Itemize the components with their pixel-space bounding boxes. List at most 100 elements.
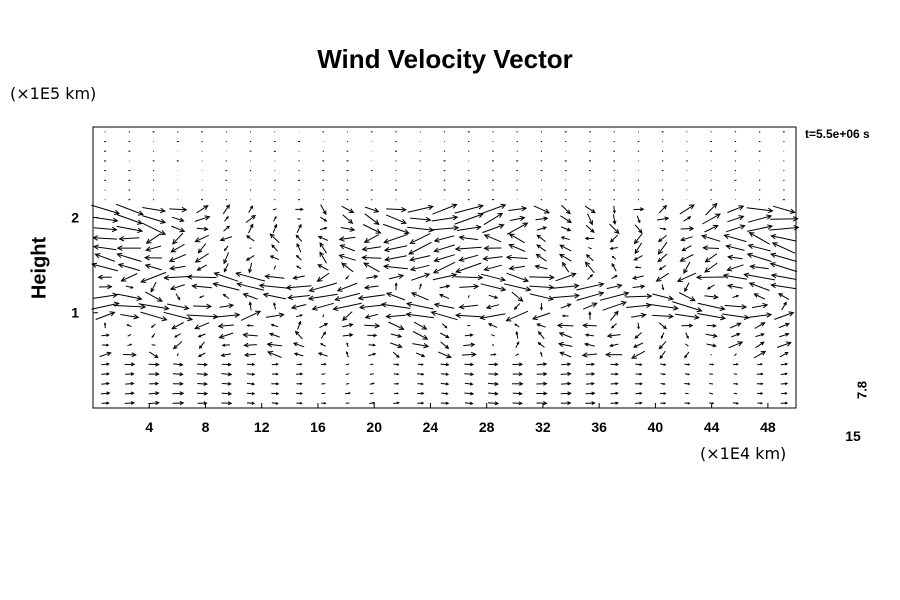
vector-arrow (613, 214, 616, 224)
vector-arrow (709, 383, 714, 385)
vector-arrow (774, 312, 794, 320)
vector-arrowhead (704, 257, 711, 263)
vector-arrow (778, 293, 790, 300)
vector-arrow (560, 226, 571, 232)
vector-arrowhead (749, 264, 756, 270)
vector-arrow (632, 285, 645, 289)
vector-arrow (364, 324, 380, 327)
vector-arrowhead (712, 333, 718, 338)
vector-arrowhead (614, 228, 620, 235)
vector-arrow (585, 224, 595, 233)
vector-arrowhead (453, 225, 460, 231)
vector-arrowhead (349, 333, 354, 338)
vector-arrowhead (470, 372, 475, 377)
vector-arrow (125, 285, 133, 289)
vector-arrowhead (275, 362, 279, 366)
vector-arrow (197, 383, 207, 385)
vector-arrowhead (726, 266, 733, 272)
vector-arrowhead (693, 314, 700, 320)
vector-arrowhead (236, 282, 243, 288)
vector-arrow (196, 205, 209, 214)
vector-arrowhead (493, 353, 497, 356)
vector-arrow (173, 363, 183, 366)
vector-arrow (263, 293, 287, 300)
vector-arrow (342, 323, 353, 328)
vector-arrowhead (598, 282, 605, 288)
vector-arrowhead (133, 314, 140, 320)
vector-arrowhead (227, 401, 233, 406)
vector-arrowhead (783, 301, 787, 306)
vector-arrowhead (559, 244, 565, 250)
vector-arrowhead (400, 219, 407, 225)
vector-arrowhead (322, 331, 327, 335)
vector-arrowhead (519, 215, 526, 222)
vector-arrowhead (275, 372, 279, 376)
vector-arrowhead (508, 265, 515, 271)
vector-arrow (585, 392, 595, 395)
vector-arrow (240, 310, 261, 321)
vector-arrow (506, 256, 528, 259)
vector-arrow (243, 293, 258, 300)
vector-arrow (455, 246, 482, 250)
vector-arrowhead (244, 352, 249, 358)
vector-arrowhead (723, 233, 730, 240)
vector-arrowhead (696, 307, 703, 313)
vector-arrow (286, 285, 312, 289)
vector-arrow (364, 234, 380, 243)
vector-arrowhead (695, 274, 702, 281)
vector-arrow (533, 205, 550, 214)
x-tick-label: 32 (535, 419, 551, 435)
vector-arrowhead (396, 382, 400, 385)
vector-arrowhead (129, 343, 133, 346)
vector-arrowhead (687, 382, 691, 386)
x-tick-label: 4 (145, 419, 153, 435)
vector-arrowhead (498, 223, 505, 229)
vector-arrow (340, 244, 355, 252)
vector-arrow (362, 246, 382, 250)
vector-arrowhead (242, 332, 249, 338)
vector-arrow (101, 334, 109, 337)
vector-arrow (509, 265, 525, 270)
vector-arrowhead (266, 341, 273, 348)
vector-arrow (101, 382, 109, 385)
vector-arrowhead (537, 342, 542, 346)
vector-arrow (320, 216, 327, 222)
vector-arrowhead (106, 343, 110, 347)
vector-arrowhead (719, 305, 726, 311)
vector-arrowhead (680, 236, 686, 242)
vector-arrowhead (285, 284, 292, 291)
vector-arrowhead (92, 244, 99, 250)
vector-arrowhead (251, 382, 256, 386)
vector-arrow (772, 205, 795, 213)
vector-arrow (213, 314, 240, 318)
vector-arrowhead (668, 313, 675, 319)
vector-arrow (273, 265, 276, 270)
vector-arrow (658, 205, 667, 214)
vector-arrow (705, 203, 718, 216)
vector-arrowhead (421, 401, 425, 405)
vector-arrow (609, 343, 619, 347)
vector-arrowhead (292, 342, 298, 347)
vector-arrow (194, 216, 210, 222)
vector-arrowhead (155, 391, 160, 396)
vector-arrow (141, 271, 167, 283)
vector-arrow (218, 324, 235, 327)
vector-arrow (674, 313, 699, 319)
vector-arrowhead (746, 252, 753, 258)
vector-arrowhead (197, 248, 203, 254)
vector-arrow (488, 382, 498, 385)
vector-arrow (733, 353, 737, 357)
vector-arrow (146, 233, 161, 244)
vector-arrow (145, 264, 162, 271)
vector-arrow (751, 304, 768, 309)
vector-arrowhead (736, 332, 741, 337)
vector-arrowhead (319, 251, 325, 257)
vector-arrow (515, 353, 520, 357)
vector-arrowhead (145, 238, 152, 244)
vector-arrowhead (663, 227, 667, 231)
y-tick-label: 2 (71, 209, 79, 225)
vector-arrow (388, 321, 404, 330)
vector-arrowhead (338, 236, 345, 242)
vector-arrow (440, 383, 449, 385)
vector-arrowhead (273, 301, 276, 306)
